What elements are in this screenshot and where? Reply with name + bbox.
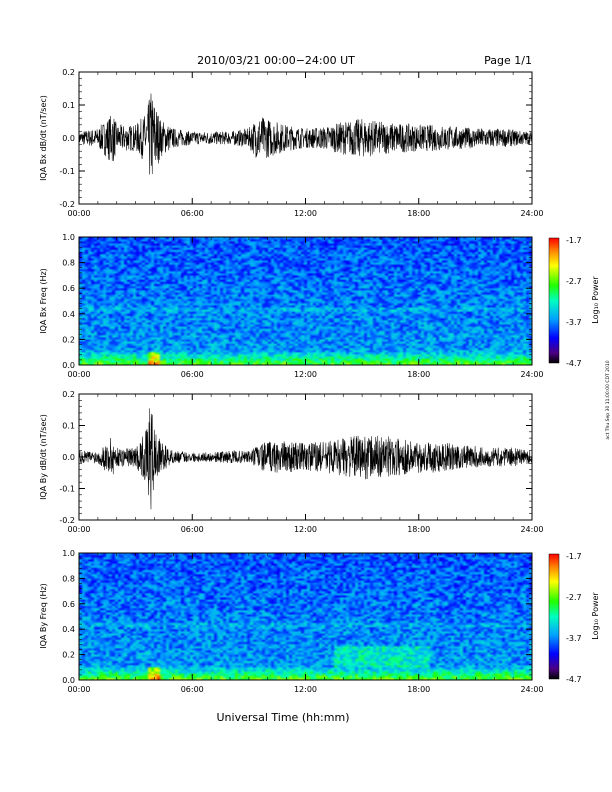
- y-tick-label: 0.1: [62, 101, 75, 110]
- bx-dbdt-ticks: -0.2 -0.1 0.0 0.1 0.2 00:00 06:00 12:00 18:00 24:…: [59, 68, 543, 218]
- x-tick-label: 12:00: [294, 370, 317, 379]
- x-tick-label: 12:00: [294, 209, 317, 218]
- y-tick-label: 0.2: [62, 335, 75, 344]
- by-dbdt-ylabel: IQA By dB/dt (nT/sec): [39, 414, 48, 500]
- x-tick-label: 00:00: [67, 209, 90, 218]
- x-tick-label: 18:00: [407, 370, 430, 379]
- by-freq-ylabel: IQA By Freq (Hz): [39, 583, 48, 649]
- x-tick-label: 24:00: [520, 370, 543, 379]
- by-colorbar-tick: -3.7: [566, 634, 582, 643]
- by-colorbar-tick: -4.7: [566, 675, 582, 684]
- x-tick-label: 06:00: [181, 370, 204, 379]
- y-tick-label: 0.2: [62, 651, 75, 660]
- panel-bx-dbdt: -0.2 -0.1 0.0 0.1 0.2 00:00 06:00 12:00 18:00 24:…: [39, 68, 544, 218]
- bx-dbdt-trace: [78, 93, 533, 175]
- y-tick-label: -0.1: [59, 485, 75, 494]
- y-tick-label: 0.2: [62, 390, 75, 399]
- bx-colorbar-tick: -2.7: [566, 277, 582, 286]
- bx-colorbar-tick: -4.7: [566, 359, 582, 368]
- panel-by-dbdt: -0.2 -0.1 0.0 0.1 0.2 00:00 06:00 12:00 18:00 24:…: [39, 390, 544, 534]
- y-tick-label: 0.0: [62, 361, 75, 370]
- y-tick-label: 0.0: [62, 134, 75, 143]
- x-axis-label: Universal Time (hh:mm): [217, 711, 350, 724]
- x-tick-label: 06:00: [181, 209, 204, 218]
- y-tick-label: 0.4: [62, 625, 75, 634]
- y-tick-label: -0.2: [59, 200, 75, 209]
- x-tick-label: 12:00: [294, 525, 317, 534]
- by-colorbar-tick: -2.7: [566, 593, 582, 602]
- by-colorbar: [548, 553, 560, 680]
- by-colorbar-label: Log₁₀ Power: [591, 592, 600, 640]
- y-tick-label: 1.0: [62, 549, 75, 558]
- y-tick-label: 1.0: [62, 233, 75, 242]
- y-tick-label: 0.0: [62, 453, 75, 462]
- x-tick-label: 06:00: [181, 685, 204, 694]
- x-tick-label: 24:00: [520, 685, 543, 694]
- dbdt-series-line: [78, 93, 533, 175]
- bx-freq-ticks: 0.0 0.2 0.4 0.6 0.8 1.0 00:00 06:00 12:00 18:00 24…: [62, 233, 543, 379]
- y-tick-label: 0.8: [62, 259, 75, 268]
- y-tick-label: 0.6: [62, 284, 75, 293]
- by-dbdt-ticks: -0.2 -0.1 0.0 0.1 0.2 00:00 06:00 12:00 18:00 24:…: [59, 390, 543, 534]
- page-number: Page 1/1: [484, 54, 532, 67]
- page-title: 2010/03/21 00:00−24:00 UT: [197, 54, 355, 67]
- by-spectrogram: [79, 553, 532, 680]
- by-dbdt-trace: [78, 408, 533, 510]
- x-tick-label: 24:00: [520, 525, 543, 534]
- y-tick-label: 0.1: [62, 422, 75, 431]
- bx-colorbar-label: Log₁₀ Power: [591, 276, 600, 324]
- x-tick-label: 00:00: [67, 370, 90, 379]
- x-tick-label: 12:00: [294, 685, 317, 694]
- bx-dbdt-ylabel: IQA Bx dB/dt (nT/sec): [39, 95, 48, 181]
- bx-freq-ylabel: IQA Bx Freq (Hz): [39, 268, 48, 334]
- x-tick-label: 24:00: [520, 209, 543, 218]
- dbdt-series-line: [78, 408, 533, 510]
- bx-colorbar: [548, 237, 560, 364]
- x-tick-label: 18:00: [407, 525, 430, 534]
- spectrogram-image: [79, 553, 532, 680]
- by-freq-ticks: 0.0 0.2 0.4 0.6 0.8 1.0 00:00 06:00 12:00 18:00 24…: [62, 549, 543, 694]
- panel-by-freq: 0.0 0.2 0.4 0.6 0.8 1.0 00:00 06:00 12:00 18:00 24…: [39, 549, 600, 694]
- bx-spectrogram: [79, 237, 532, 365]
- panel-bx-freq: 0.0 0.2 0.4 0.6 0.8 1.0 00:00 06:00 12:00 18:00 24…: [39, 233, 600, 379]
- y-tick-label: -0.1: [59, 167, 75, 176]
- y-tick-label: -0.2: [59, 516, 75, 525]
- y-tick-label: 0.8: [62, 574, 75, 583]
- by-colorbar-tick: -1.7: [566, 552, 582, 561]
- x-tick-label: 06:00: [181, 525, 204, 534]
- bx-colorbar-tick: -3.7: [566, 318, 582, 327]
- x-tick-label: 00:00: [67, 525, 90, 534]
- x-tick-label: 00:00: [67, 685, 90, 694]
- x-tick-label: 18:00: [407, 685, 430, 694]
- y-tick-label: 0.4: [62, 310, 75, 319]
- x-tick-label: 18:00: [407, 209, 430, 218]
- y-tick-label: 0.2: [62, 68, 75, 77]
- y-tick-label: 0.6: [62, 600, 75, 609]
- y-tick-label: 0.0: [62, 676, 75, 685]
- spectrogram-image: [79, 237, 532, 365]
- side-note: act Thu Sep 30 11:00:00 CDT 2010: [605, 360, 611, 439]
- bx-colorbar-tick: -1.7: [566, 236, 582, 245]
